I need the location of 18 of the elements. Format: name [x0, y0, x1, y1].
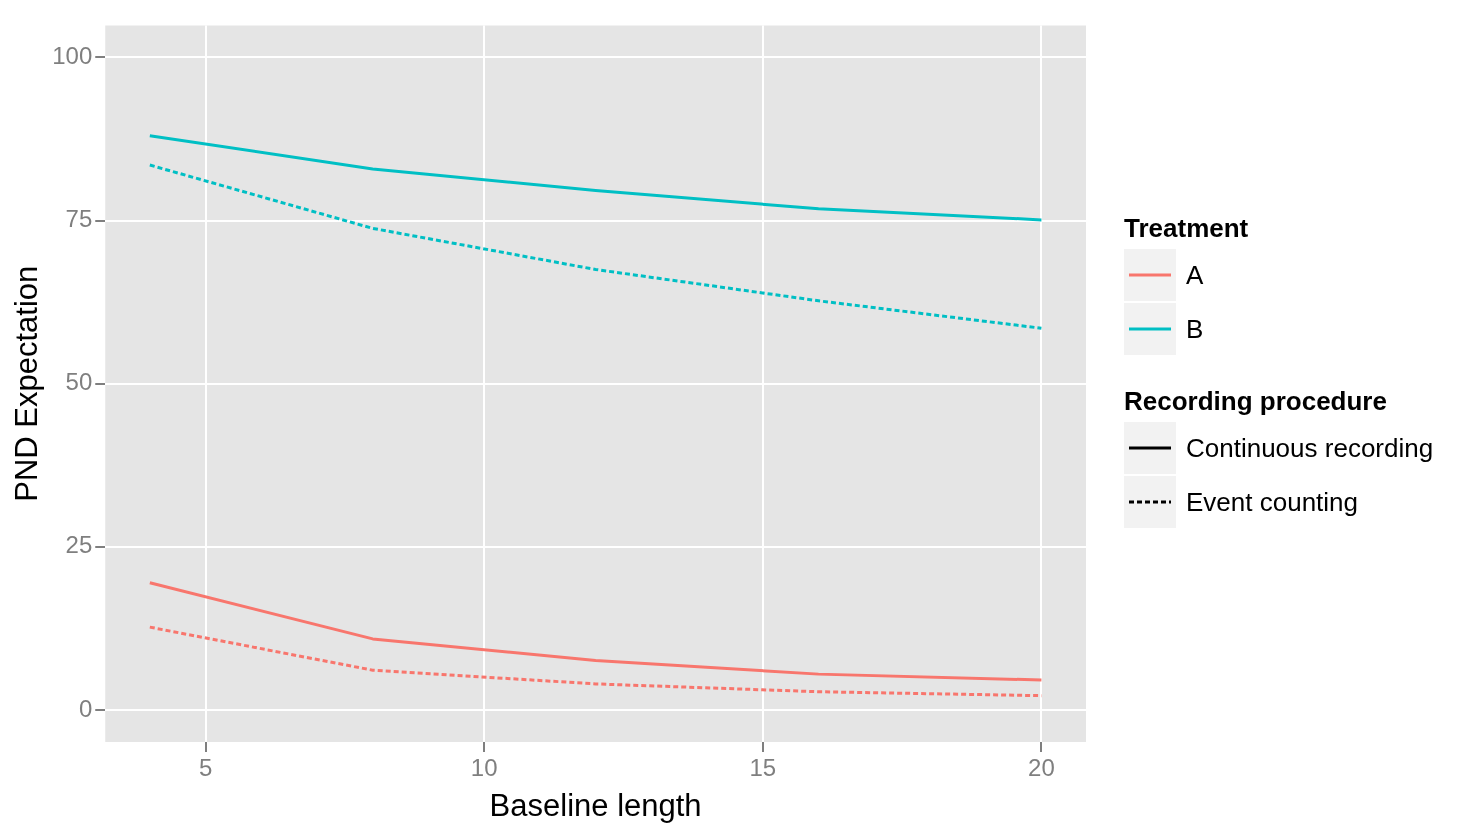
y-tick-label: 0 — [78, 694, 93, 722]
y-tick-label: 75 — [65, 205, 93, 233]
text: Continuous recording — [1186, 432, 1434, 464]
y-tick-label: 50 — [65, 368, 93, 396]
text: Treatment — [1124, 213, 1249, 243]
y-tick-label: 100 — [52, 42, 93, 69]
legend-label: A — [1186, 259, 1204, 291]
y-tick-label: 25 — [65, 531, 93, 559]
x-tick-label: 15 — [749, 754, 777, 782]
x-axis-title: Baseline length — [489, 787, 702, 823]
x-tick-label: 10 — [470, 754, 498, 782]
text: Event counting — [1186, 486, 1359, 518]
x-tick-label: 5 — [198, 754, 213, 782]
line-series — [148, 163, 1043, 330]
legend-label: B — [1186, 313, 1204, 345]
y-axis-title: PND Expectation — [9, 265, 45, 502]
x-tick-label: 20 — [1028, 754, 1055, 782]
text: Recording procedure — [1124, 386, 1387, 416]
